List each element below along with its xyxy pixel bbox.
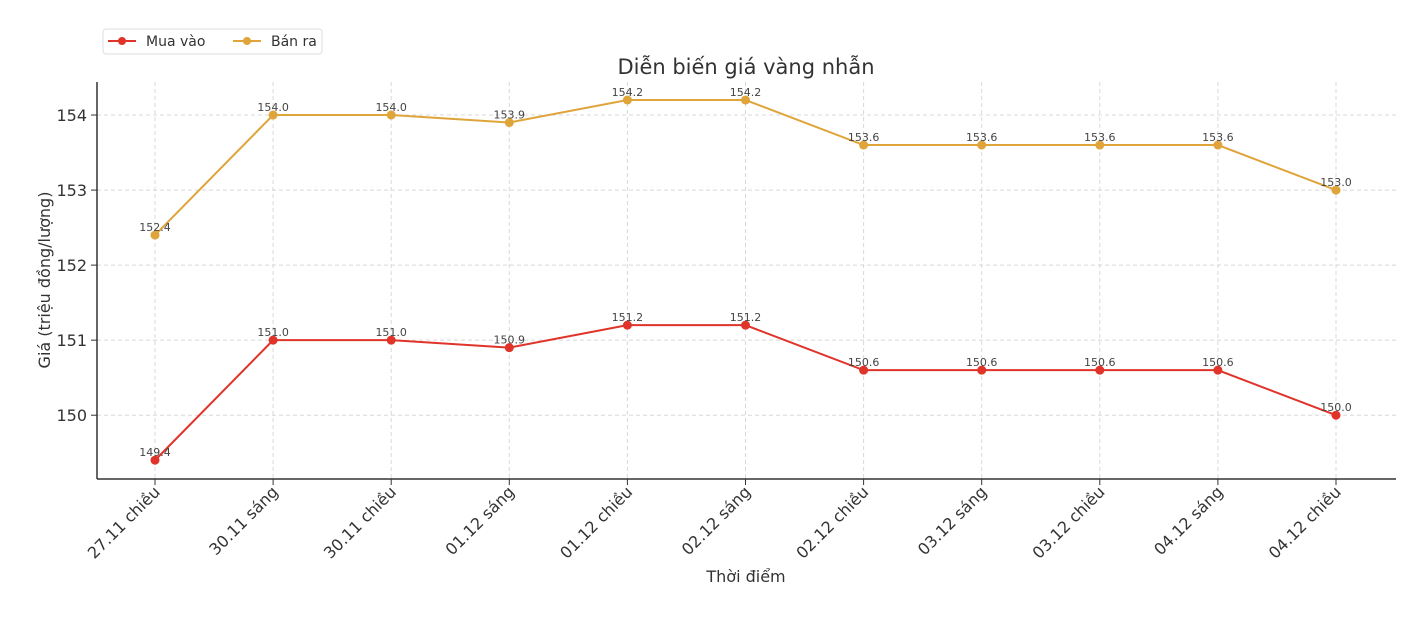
chart-title: Diễn biến giá vàng nhẫn	[617, 54, 874, 79]
legend-marker-0	[118, 37, 126, 45]
x-tick-label: 03.12 chiều	[1029, 482, 1109, 562]
x-axis-label: Thời điểm	[705, 567, 785, 586]
series-layer: 149.4 151.0 151.0 150.9 151.2 151.2 150.6 150.6…	[139, 86, 1352, 465]
data-label: 151.0	[375, 326, 407, 339]
data-point	[1095, 140, 1105, 150]
x-tick-label: 02.12 sáng	[678, 482, 755, 559]
data-point	[268, 335, 278, 345]
x-tick-label: 04.12 sáng	[1150, 482, 1227, 559]
grid	[97, 82, 1396, 479]
data-label: 150.6	[966, 356, 998, 369]
data-point	[386, 335, 396, 345]
data-label: 153.6	[966, 131, 998, 144]
data-point	[977, 365, 987, 375]
data-point	[741, 95, 750, 105]
legend-box	[102, 28, 323, 55]
data-point	[1331, 410, 1341, 420]
data-label: 153.6	[1084, 131, 1116, 144]
data-label: 149.4	[139, 446, 171, 459]
y-tick-label: 154	[56, 106, 87, 125]
x-tick-label: 03.12 sáng	[914, 482, 991, 559]
y-tick-label: 153	[56, 181, 87, 200]
data-point	[622, 320, 632, 330]
legend: Mua vào Bán ra	[102, 28, 323, 55]
data-point	[150, 230, 160, 240]
legend-label-1: Bán ra	[271, 34, 317, 50]
data-point	[1213, 365, 1223, 375]
data-label: 154.0	[375, 101, 407, 114]
data-label: 153.6	[1202, 131, 1234, 144]
data-point	[859, 365, 869, 375]
y-tick-label: 151	[56, 331, 87, 350]
data-label: 151.2	[612, 311, 644, 324]
data-label: 154.2	[730, 86, 762, 99]
axes: 27.11 chiều 30.11 sáng 30.11 chiều 01.12 sá…	[56, 82, 1396, 562]
data-label: 151.2	[730, 311, 762, 324]
data-point	[504, 343, 514, 353]
data-point	[1095, 365, 1105, 375]
x-tick-label: 30.11 sáng	[205, 482, 282, 559]
data-label: 150.6	[848, 356, 880, 369]
data-label: 150.6	[1202, 356, 1234, 369]
data-label: 152.4	[139, 221, 171, 234]
data-label: 154.2	[612, 86, 644, 99]
y-axis-label: Giá (triệu đồng/lượng)	[35, 192, 54, 369]
data-label: 151.0	[257, 326, 289, 339]
data-point	[150, 455, 160, 465]
data-point	[268, 110, 278, 120]
data-point	[386, 110, 396, 120]
data-label: 153.0	[1320, 176, 1352, 189]
x-tick-label: 02.12 chiều	[792, 482, 872, 562]
data-label: 153.9	[494, 109, 526, 122]
data-point	[977, 140, 987, 150]
data-label: 150.9	[494, 334, 526, 347]
x-tick-label: 27.11 chiều	[84, 482, 164, 562]
data-point	[504, 118, 514, 128]
legend-label-0: Mua vào	[146, 34, 205, 50]
x-tick-label: 01.12 chiều	[556, 482, 636, 562]
data-point	[1331, 185, 1341, 195]
data-label: 150.0	[1320, 401, 1352, 414]
data-label: 150.6	[1084, 356, 1116, 369]
x-tick-label: 04.12 chiều	[1265, 482, 1345, 562]
y-tick-label: 150	[56, 406, 87, 425]
data-label: 153.6	[848, 131, 880, 144]
data-label: 154.0	[257, 101, 289, 114]
data-point	[1213, 140, 1223, 150]
data-point	[622, 95, 632, 105]
data-point	[859, 140, 869, 150]
data-point	[741, 320, 750, 330]
x-tick-label: 01.12 sáng	[442, 482, 519, 559]
legend-marker-1	[243, 37, 251, 45]
y-tick-label: 152	[56, 256, 87, 275]
x-tick-label: 30.11 chiều	[320, 482, 400, 562]
